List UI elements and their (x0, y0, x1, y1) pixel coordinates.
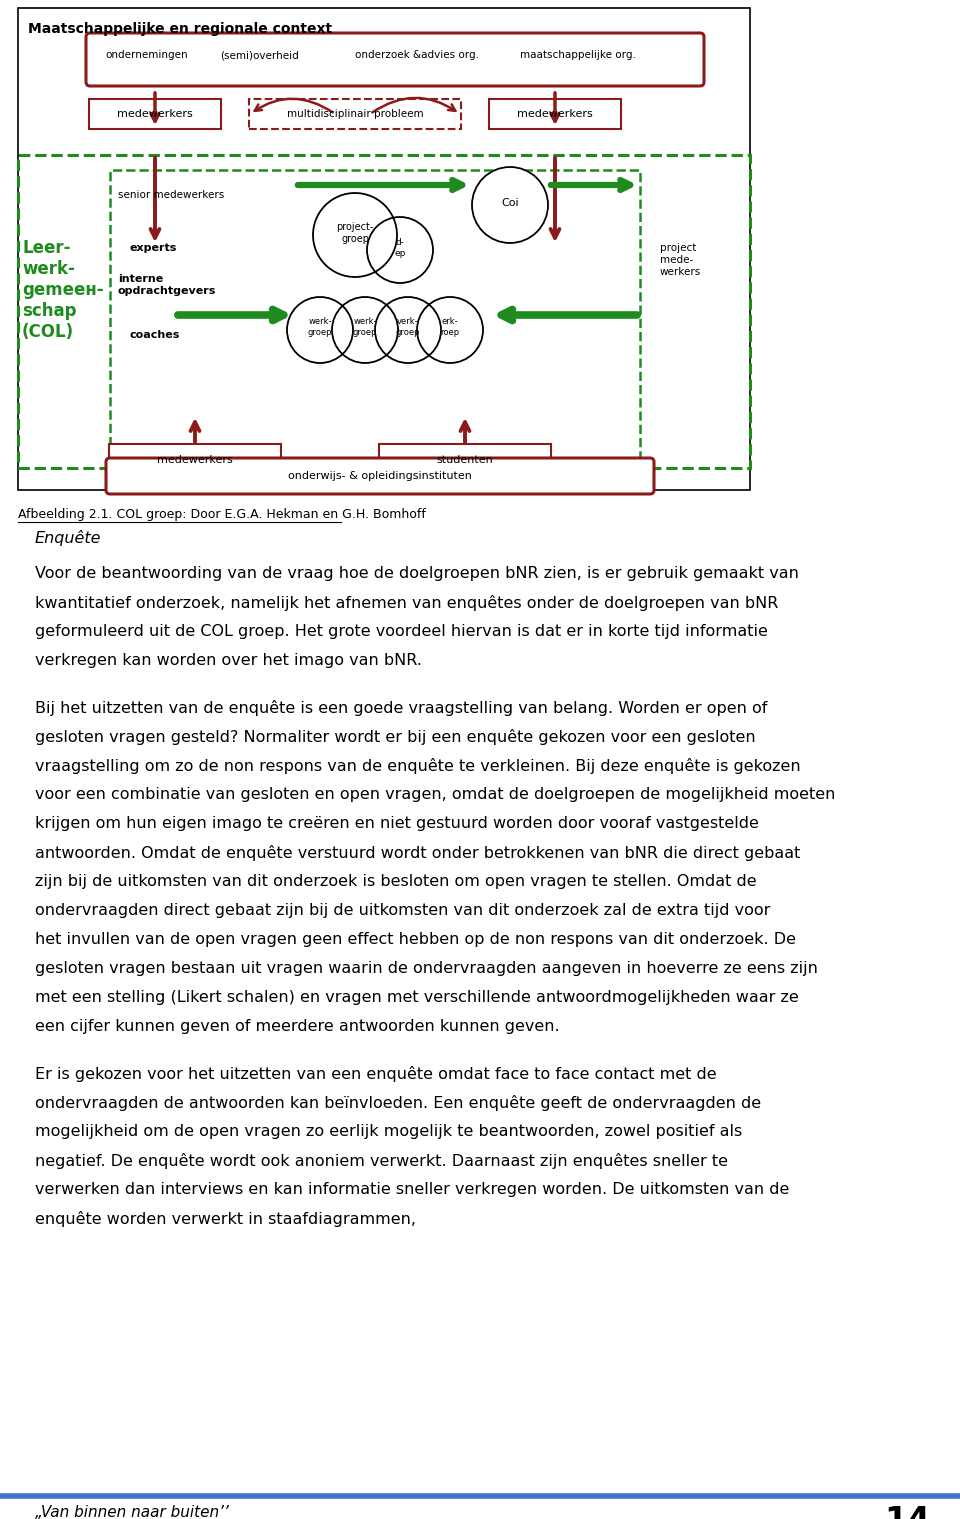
Text: Er is gekozen voor het uitzetten van een enquête omdat face to face contact met : Er is gekozen voor het uitzetten van een… (35, 1066, 716, 1082)
Text: medewerkers: medewerkers (117, 109, 193, 118)
Text: medewerkers: medewerkers (517, 109, 593, 118)
Text: Voor de beantwoording van de vraag hoe de doelgroepen bNR zien, is er gebruik ge: Voor de beantwoording van de vraag hoe d… (35, 567, 799, 580)
FancyBboxPatch shape (89, 99, 221, 129)
FancyBboxPatch shape (106, 459, 654, 494)
Text: verwerken dan interviews en kan informatie sneller verkregen worden. De uitkomst: verwerken dan interviews en kan informat… (35, 1182, 789, 1197)
Text: Leer-
werk-
gemeен-
schap
(COL): Leer- werk- gemeен- schap (COL) (22, 240, 104, 340)
Circle shape (375, 298, 441, 363)
Circle shape (472, 167, 548, 243)
Text: geformuleerd uit de COL groep. Het grote voordeel hiervan is dat er in korte tij: geformuleerd uit de COL groep. Het grote… (35, 624, 768, 639)
Text: Maatschappelijke en regionale context: Maatschappelijke en regionale context (28, 21, 332, 36)
Text: gesloten vragen bestaan uit vragen waarin de ondervraagden aangeven in hoeverre : gesloten vragen bestaan uit vragen waari… (35, 962, 818, 977)
Text: interne
opdrachtgevers: interne opdrachtgevers (118, 275, 216, 296)
Circle shape (313, 193, 397, 276)
Text: maatschappelijke org.: maatschappelijke org. (520, 50, 636, 59)
Text: kwantitatief onderzoek, namelijk het afnemen van enquêtes onder de doelgroepen v: kwantitatief onderzoek, namelijk het afn… (35, 595, 779, 611)
Text: verk-
groep: verk- groep (396, 317, 420, 337)
FancyBboxPatch shape (18, 8, 750, 491)
Text: een cijfer kunnen geven of meerdere antwoorden kunnen geven.: een cijfer kunnen geven of meerdere antw… (35, 1019, 560, 1034)
Text: ondervraagden de antwoorden kan beïnvloeden. Een enquête geeft de ondervraagden : ondervraagden de antwoorden kan beïnvloe… (35, 1095, 761, 1110)
FancyBboxPatch shape (109, 444, 281, 475)
Circle shape (332, 298, 398, 363)
Circle shape (417, 298, 483, 363)
Text: zijn bij de uitkomsten van dit onderzoek is besloten om open vragen te stellen. : zijn bij de uitkomsten van dit onderzoek… (35, 873, 756, 889)
Text: Bij het uitzetten van de enquête is een goede vraagstelling van belang. Worden e: Bij het uitzetten van de enquête is een … (35, 700, 767, 715)
Text: project-
groep: project- groep (336, 222, 373, 245)
Text: verkregen kan worden over het imago van bNR.: verkregen kan worden over het imago van … (35, 653, 421, 668)
Text: senior medewerkers: senior medewerkers (118, 190, 225, 201)
Text: multidisciplinair probleem: multidisciplinair probleem (287, 109, 423, 118)
FancyBboxPatch shape (379, 444, 551, 475)
Text: werk-
groep: werk- groep (352, 317, 377, 337)
Text: Afbeelding 2.1. COL groep: Door E.G.A. Hekman en G.H. Bomhoff: Afbeelding 2.1. COL groep: Door E.G.A. H… (18, 507, 426, 521)
FancyBboxPatch shape (86, 33, 704, 87)
Text: antwoorden. Omdat de enquête verstuurd wordt onder betrokkenen van bNR die direc: antwoorden. Omdat de enquête verstuurd w… (35, 845, 801, 861)
FancyBboxPatch shape (249, 99, 461, 129)
Text: krijgen om hun eigen imago te creëren en niet gestuurd worden door vooraf vastge: krijgen om hun eigen imago te creëren en… (35, 816, 758, 831)
Text: met een stelling (Likert schalen) en vragen met verschillende antwoordmogelijkhe: met een stelling (Likert schalen) en vra… (35, 990, 799, 1006)
Text: gesloten vragen gesteld? Normaliter wordt er bij een enquête gekozen voor een ge: gesloten vragen gesteld? Normaliter word… (35, 729, 756, 744)
Text: Enquête: Enquête (35, 530, 102, 545)
Text: „Van binnen naar buiten’’: „Van binnen naar buiten’’ (35, 1505, 228, 1519)
Text: coaches: coaches (130, 330, 180, 340)
Text: negatief. De enquête wordt ook anoniem verwerkt. Daarnaast zijn enquêtes sneller: negatief. De enquête wordt ook anoniem v… (35, 1153, 728, 1170)
Text: ondervraagden direct gebaat zijn bij de uitkomsten van dit onderzoek zal de extr: ondervraagden direct gebaat zijn bij de … (35, 902, 770, 917)
Text: studenten: studenten (437, 456, 493, 465)
Text: vraagstelling om zo de non respons van de enquête te verkleinen. Bij deze enquêt: vraagstelling om zo de non respons van d… (35, 758, 801, 775)
Text: d-
ep: d- ep (395, 238, 406, 258)
Text: project
mede-
werkers: project mede- werkers (660, 243, 701, 276)
Text: experts: experts (130, 243, 178, 254)
Text: enquête worden verwerkt in staafdiagrammen,: enquête worden verwerkt in staafdiagramm… (35, 1211, 416, 1227)
Circle shape (287, 298, 353, 363)
Text: erk-
roep: erk- roep (441, 317, 460, 337)
Text: mogelijkheid om de open vragen zo eerlijk mogelijk te beantwoorden, zowel positi: mogelijkheid om de open vragen zo eerlij… (35, 1124, 742, 1139)
Text: onderwijs- & opleidingsinstituten: onderwijs- & opleidingsinstituten (288, 471, 472, 482)
Text: 14: 14 (884, 1505, 930, 1519)
Text: ondernemingen: ondernemingen (105, 50, 187, 59)
FancyBboxPatch shape (489, 99, 621, 129)
Text: voor een combinatie van gesloten en open vragen, omdat de doelgroepen de mogelij: voor een combinatie van gesloten en open… (35, 787, 835, 802)
Text: onderzoek &advies org.: onderzoek &advies org. (355, 50, 479, 59)
Circle shape (367, 217, 433, 283)
Text: het invullen van de open vragen geen effect hebben op de non respons van dit ond: het invullen van de open vragen geen eff… (35, 933, 796, 946)
Text: (semi)overheid: (semi)overheid (220, 50, 299, 59)
Text: werk-
groep: werk- groep (308, 317, 332, 337)
Text: medewerkers: medewerkers (157, 456, 233, 465)
Text: Coi: Coi (501, 197, 518, 208)
